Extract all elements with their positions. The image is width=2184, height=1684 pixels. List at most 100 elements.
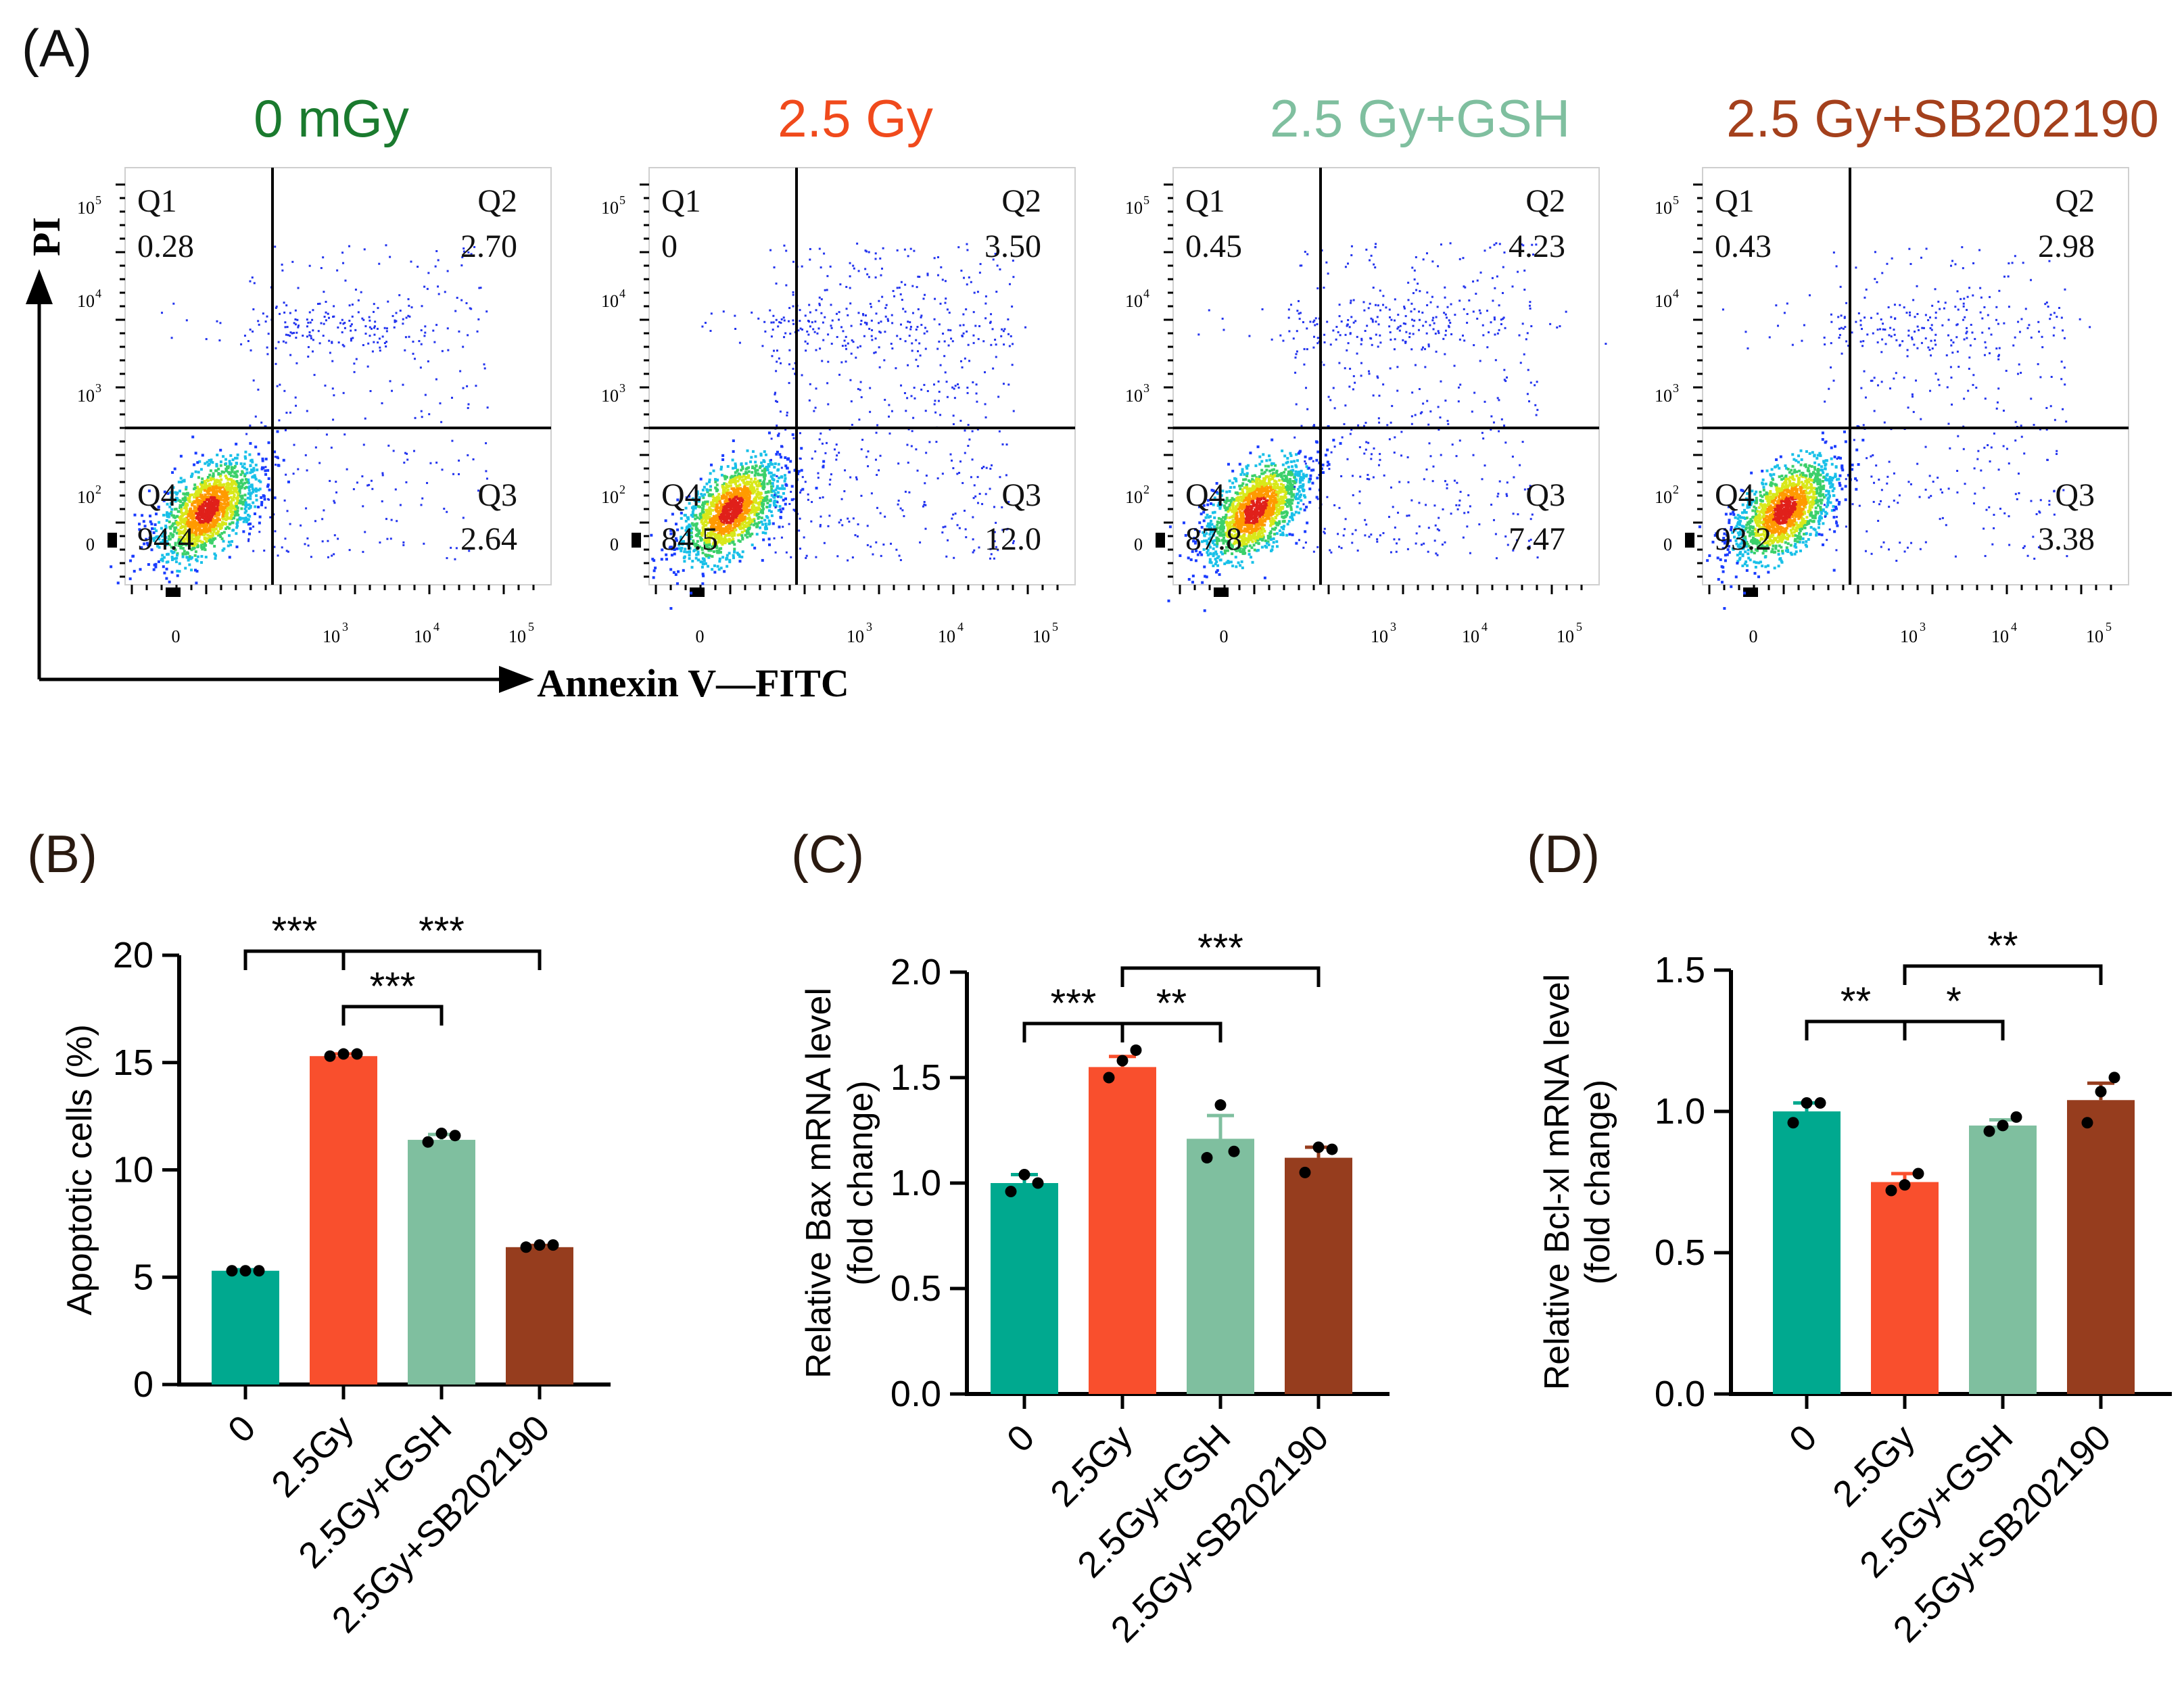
event-dot bbox=[1272, 541, 1275, 544]
event-dot bbox=[1010, 335, 1012, 337]
event-dot bbox=[708, 554, 711, 557]
event-dot bbox=[899, 507, 902, 510]
event-dot bbox=[180, 536, 183, 539]
event-dot bbox=[755, 533, 759, 536]
event-dot bbox=[755, 492, 759, 496]
event-dot bbox=[211, 487, 214, 491]
event-dot bbox=[819, 497, 822, 500]
event-dot bbox=[817, 477, 820, 479]
event-dot bbox=[788, 471, 791, 474]
event-dot bbox=[705, 510, 709, 514]
event-dot bbox=[287, 334, 289, 337]
event-dot bbox=[235, 497, 239, 500]
event-dot bbox=[708, 480, 711, 483]
event-dot bbox=[711, 493, 714, 496]
event-dot bbox=[711, 545, 714, 548]
event-dot bbox=[387, 300, 389, 303]
event-dot bbox=[279, 383, 281, 386]
y-tick-label: 10 bbox=[1125, 291, 1143, 311]
event-dot bbox=[729, 481, 732, 484]
event-dot bbox=[187, 535, 190, 538]
event-dot bbox=[874, 351, 877, 354]
event-dot bbox=[197, 516, 200, 519]
event-dot bbox=[201, 477, 204, 481]
event-dot bbox=[191, 514, 195, 517]
event-dot bbox=[976, 502, 979, 504]
event-dot bbox=[183, 493, 187, 496]
event-dot bbox=[754, 498, 757, 501]
event-dot bbox=[778, 432, 780, 435]
event-dot bbox=[1285, 475, 1288, 478]
event-dot bbox=[321, 518, 324, 521]
event-dot bbox=[208, 462, 211, 466]
event-dot bbox=[214, 494, 218, 497]
event-dot bbox=[719, 504, 723, 508]
event-dot bbox=[763, 482, 766, 485]
event-dot bbox=[423, 285, 426, 288]
event-dot bbox=[819, 347, 822, 350]
event-dot bbox=[721, 541, 725, 544]
event-dot bbox=[257, 506, 260, 509]
event-dot bbox=[694, 505, 697, 508]
y-tick-label: 0 bbox=[1134, 535, 1143, 554]
event-dot bbox=[333, 553, 335, 556]
event-dot bbox=[826, 289, 828, 291]
event-dot bbox=[1012, 410, 1015, 412]
event-dot bbox=[261, 457, 264, 460]
event-dot bbox=[735, 523, 738, 527]
event-dot bbox=[227, 503, 230, 506]
event-dot bbox=[738, 523, 741, 527]
event-dot bbox=[800, 447, 803, 450]
event-dot bbox=[719, 535, 723, 539]
event-dot bbox=[669, 568, 673, 571]
event-dot bbox=[1263, 471, 1266, 474]
event-dot bbox=[836, 336, 838, 339]
event-dot bbox=[333, 534, 336, 537]
event-dot bbox=[273, 496, 277, 500]
event-dot bbox=[920, 324, 923, 327]
event-dot bbox=[1001, 443, 1004, 446]
event-dot bbox=[194, 452, 197, 455]
event-dot bbox=[189, 523, 192, 526]
event-dot bbox=[1238, 505, 1241, 508]
event-dot bbox=[402, 383, 404, 386]
event-dot bbox=[1261, 519, 1264, 523]
event-dot bbox=[455, 547, 458, 550]
event-dot bbox=[289, 354, 292, 356]
event-dot bbox=[389, 537, 392, 540]
event-dot bbox=[813, 410, 815, 412]
event-dot bbox=[715, 525, 718, 529]
event-dot bbox=[704, 553, 707, 556]
event-dot bbox=[874, 252, 877, 255]
event-dot bbox=[744, 511, 747, 514]
event-dot bbox=[966, 249, 969, 251]
event-dot bbox=[972, 311, 975, 314]
event-dot bbox=[688, 502, 691, 505]
event-dot bbox=[733, 492, 736, 496]
event-dot bbox=[761, 508, 764, 512]
event-dot bbox=[249, 494, 252, 498]
event-dot bbox=[1216, 564, 1220, 567]
event-dot bbox=[194, 543, 197, 546]
event-dot bbox=[869, 387, 872, 389]
event-dot bbox=[923, 501, 926, 504]
event-dot bbox=[297, 468, 300, 471]
event-dot bbox=[708, 516, 711, 519]
event-dot bbox=[746, 493, 750, 496]
event-dot bbox=[216, 483, 220, 487]
event-dot bbox=[756, 468, 759, 472]
event-dot bbox=[709, 549, 713, 552]
event-dot bbox=[231, 506, 234, 510]
event-dot bbox=[926, 274, 929, 276]
event-dot bbox=[751, 450, 755, 453]
event-dot bbox=[727, 491, 730, 495]
event-dot bbox=[348, 549, 351, 552]
event-dot bbox=[197, 488, 200, 491]
event-dot bbox=[770, 335, 773, 338]
event-dot bbox=[925, 475, 928, 477]
event-dot bbox=[1255, 529, 1258, 532]
event-dot bbox=[758, 526, 761, 529]
event-dot bbox=[318, 342, 321, 345]
event-dot bbox=[243, 500, 246, 504]
event-dot bbox=[247, 481, 250, 485]
